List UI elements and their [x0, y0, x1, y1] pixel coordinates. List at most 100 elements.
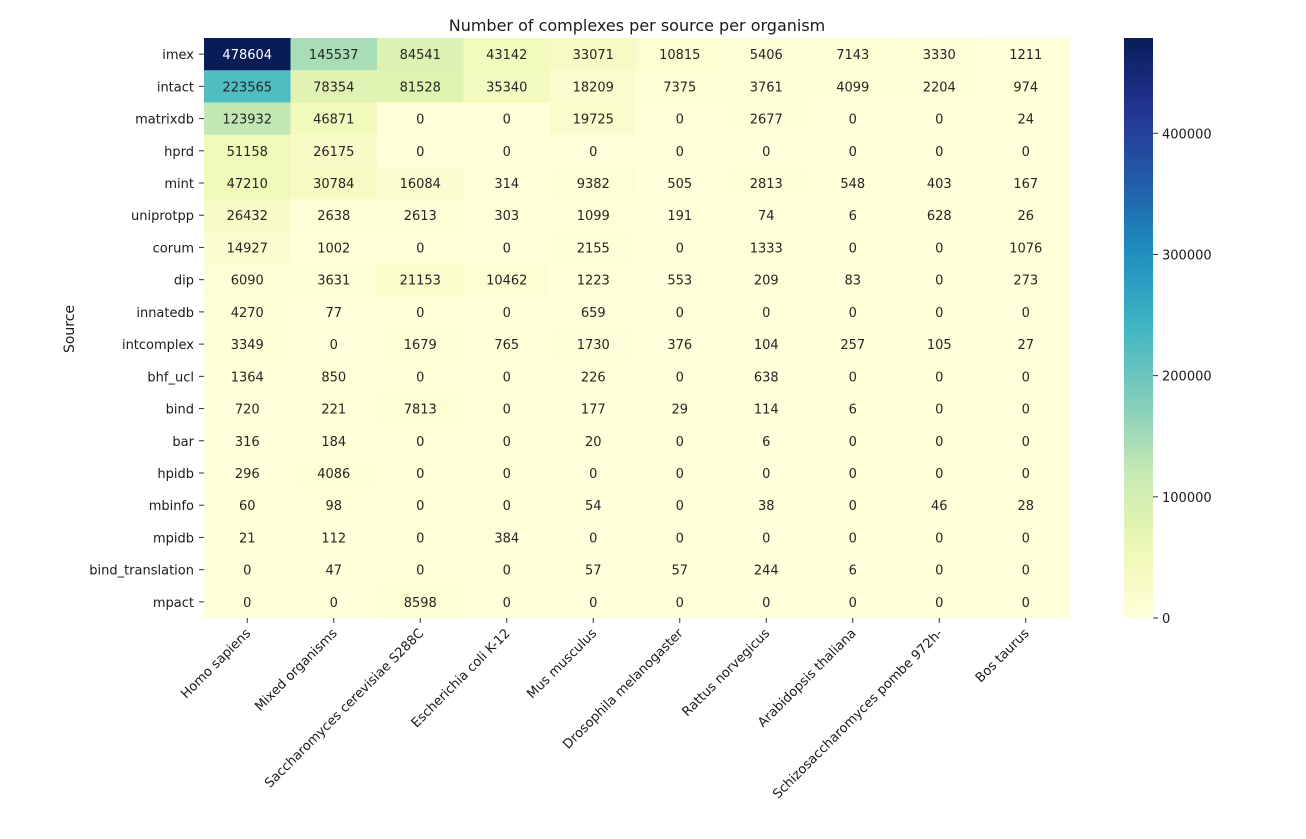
- row-label: corum: [153, 241, 194, 256]
- row-label: bar: [172, 435, 194, 450]
- cell-value-label: 0: [1022, 370, 1030, 385]
- heatmap-cell: [636, 295, 724, 329]
- heatmap-cell: [290, 263, 378, 297]
- cell-value-label: 0: [676, 596, 684, 611]
- cell-value-label: 26: [1017, 209, 1034, 224]
- column-label: Escherichia coli K-12: [409, 626, 514, 731]
- cell-value-label: 3330: [923, 48, 956, 63]
- heatmap-cell: [809, 70, 897, 103]
- heatmap-cell: [463, 70, 551, 103]
- cell-value-label: 6090: [231, 274, 264, 289]
- heatmap-cell: [550, 553, 637, 587]
- cell-value-label: 0: [416, 370, 424, 385]
- row-label: uniprotpp: [131, 209, 194, 224]
- heatmap-cell: [982, 231, 1070, 265]
- cell-value-label: 765: [494, 338, 519, 353]
- cell-value-label: 223565: [222, 80, 272, 95]
- cell-value-label: 0: [416, 467, 424, 482]
- cell-value-label: 316: [235, 435, 260, 450]
- cell-value-label: 0: [503, 403, 511, 418]
- cell-value-label: 0: [503, 596, 511, 611]
- cell-value-label: 0: [849, 145, 857, 160]
- heatmap-cell: [463, 585, 551, 619]
- cell-value-label: 0: [243, 564, 251, 579]
- heatmap-cell: [636, 102, 724, 136]
- heatmap-cell: [723, 231, 810, 265]
- cell-value-label: 51158: [227, 145, 268, 160]
- cell-value-label: 0: [935, 564, 943, 579]
- heatmap-cell: [896, 295, 983, 329]
- cell-value-label: 0: [416, 564, 424, 579]
- heatmap-cell: [377, 424, 464, 458]
- cell-value-label: 0: [676, 113, 684, 128]
- heatmap-cell: [982, 134, 1070, 168]
- heatmap-cell: [550, 166, 637, 200]
- heatmap-cell: [896, 456, 983, 490]
- heatmap-cell: [377, 456, 464, 490]
- heatmap-cell: [982, 489, 1070, 522]
- heatmap-cell: [377, 102, 464, 136]
- heatmap-cell: [809, 553, 897, 587]
- heatmap-cell: [290, 70, 378, 103]
- cell-value-label: 1002: [317, 241, 350, 256]
- cell-value-label: 0: [762, 531, 770, 546]
- heatmap-cell: [896, 70, 983, 103]
- heatmap-cell: [809, 295, 897, 329]
- heatmap-cell: [377, 489, 464, 522]
- cell-value-label: 74: [758, 209, 775, 224]
- row-label: matrixdb: [135, 113, 194, 128]
- cell-value-label: 0: [330, 338, 338, 353]
- heatmap-cell: [377, 231, 464, 265]
- cell-value-label: 0: [1022, 596, 1030, 611]
- row-labels: imex intact matrixdb hprd mint uniprotpp corum…: [89, 48, 204, 611]
- cell-value-label: 0: [762, 306, 770, 321]
- cell-value-label: 7375: [663, 80, 696, 95]
- heatmap-cell: [636, 70, 724, 103]
- cell-value-label: 0: [676, 435, 684, 450]
- heatmap-cell: [463, 489, 551, 522]
- cell-value-label: 84541: [400, 48, 441, 63]
- cell-value-label: 26175: [313, 145, 354, 160]
- heatmap-cell: [723, 134, 810, 168]
- heatmap-cell: [290, 360, 378, 393]
- heatmap-cell: [550, 70, 637, 103]
- cell-value-label: 0: [935, 435, 943, 450]
- cell-value-label: 0: [503, 370, 511, 385]
- cell-value-label: 221: [321, 403, 346, 418]
- heatmap-cell: [463, 263, 551, 297]
- cell-value-label: 0: [589, 467, 597, 482]
- heatmap-cell: [290, 38, 378, 71]
- cell-value-label: 2613: [404, 209, 437, 224]
- colorbar-tick-label: 300000: [1162, 248, 1212, 263]
- heatmap-cell: [809, 134, 897, 168]
- cell-value-label: 296: [235, 467, 260, 482]
- y-axis-label: Source: [62, 305, 78, 353]
- heatmap-cell: [204, 456, 291, 490]
- cell-value-label: 4270: [231, 306, 264, 321]
- cell-value-label: 0: [503, 435, 511, 450]
- heatmap-cell: [636, 199, 724, 232]
- column-label: Mixed organisms: [252, 626, 340, 714]
- heatmap-cell: [809, 328, 897, 361]
- cell-value-label: 1364: [231, 370, 264, 385]
- heatmap-cell: [463, 328, 551, 361]
- heatmap-cell: [290, 392, 378, 426]
- cell-value-label: 21: [239, 531, 256, 546]
- cell-value-label: 0: [935, 113, 943, 128]
- heatmap-cell: [896, 328, 983, 361]
- heatmap-cell: [636, 585, 724, 619]
- heatmap-cell: [463, 360, 551, 393]
- cell-value-label: 7813: [404, 403, 437, 418]
- heatmap-cell: [982, 295, 1070, 329]
- heatmap-cell: [723, 70, 810, 103]
- heatmap-cell: [723, 102, 810, 136]
- cell-value-label: 54: [585, 499, 602, 514]
- cell-value-label: 553: [667, 274, 692, 289]
- heatmap-cell: [377, 328, 464, 361]
- heatmap-cell: [982, 70, 1070, 103]
- cell-value-label: 0: [676, 306, 684, 321]
- heatmap-cell: [550, 134, 637, 168]
- cell-value-label: 659: [581, 306, 606, 321]
- cell-value-label: 0: [589, 596, 597, 611]
- cell-value-label: 5406: [750, 48, 783, 63]
